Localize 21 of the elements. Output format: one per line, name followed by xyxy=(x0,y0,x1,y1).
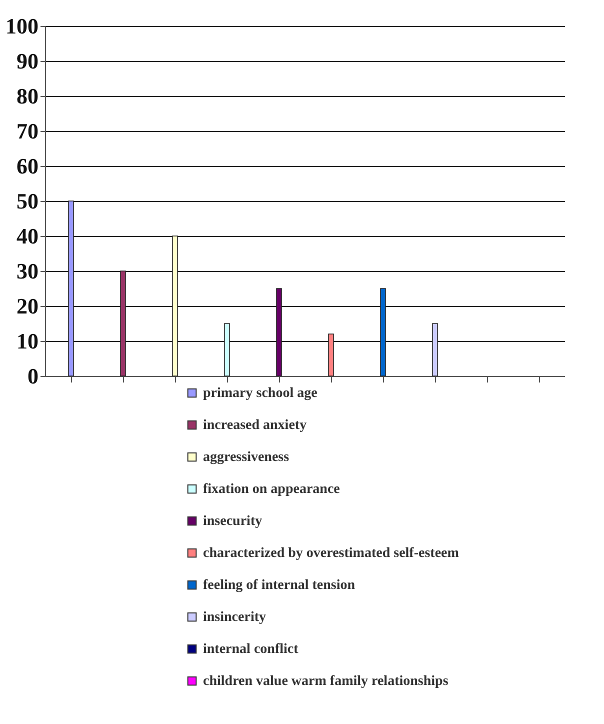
legend-label: insecurity xyxy=(203,514,262,529)
legend-label: internal conflict xyxy=(203,642,299,657)
legend-label: aggressiveness xyxy=(203,450,290,465)
legend-label: children value warm family relationships xyxy=(203,674,449,689)
legend-label: feeling of internal tension xyxy=(203,578,356,593)
legend-label: fixation on appearance xyxy=(203,482,340,497)
legend-label: primary school age xyxy=(203,386,318,401)
y-tick-label: 0 xyxy=(28,364,38,388)
y-tick-label: 70 xyxy=(16,118,38,144)
y-tick-label: 60 xyxy=(16,154,38,178)
y-tick-label: 80 xyxy=(16,84,38,108)
legend-label: increased anxiety xyxy=(203,418,307,433)
y-tick-label: 90 xyxy=(16,48,38,74)
y-tick-label: 50 xyxy=(16,188,38,214)
legend-label: characterized by overestimated self-esteem xyxy=(203,546,460,561)
y-tick-label: 20 xyxy=(16,294,38,318)
legend-label: insincerity xyxy=(203,610,266,625)
y-tick-label: 100 xyxy=(6,14,38,38)
y-tick-label: 10 xyxy=(16,328,38,354)
y-tick-label: 30 xyxy=(16,258,38,284)
y-tick-label: 40 xyxy=(16,224,38,248)
